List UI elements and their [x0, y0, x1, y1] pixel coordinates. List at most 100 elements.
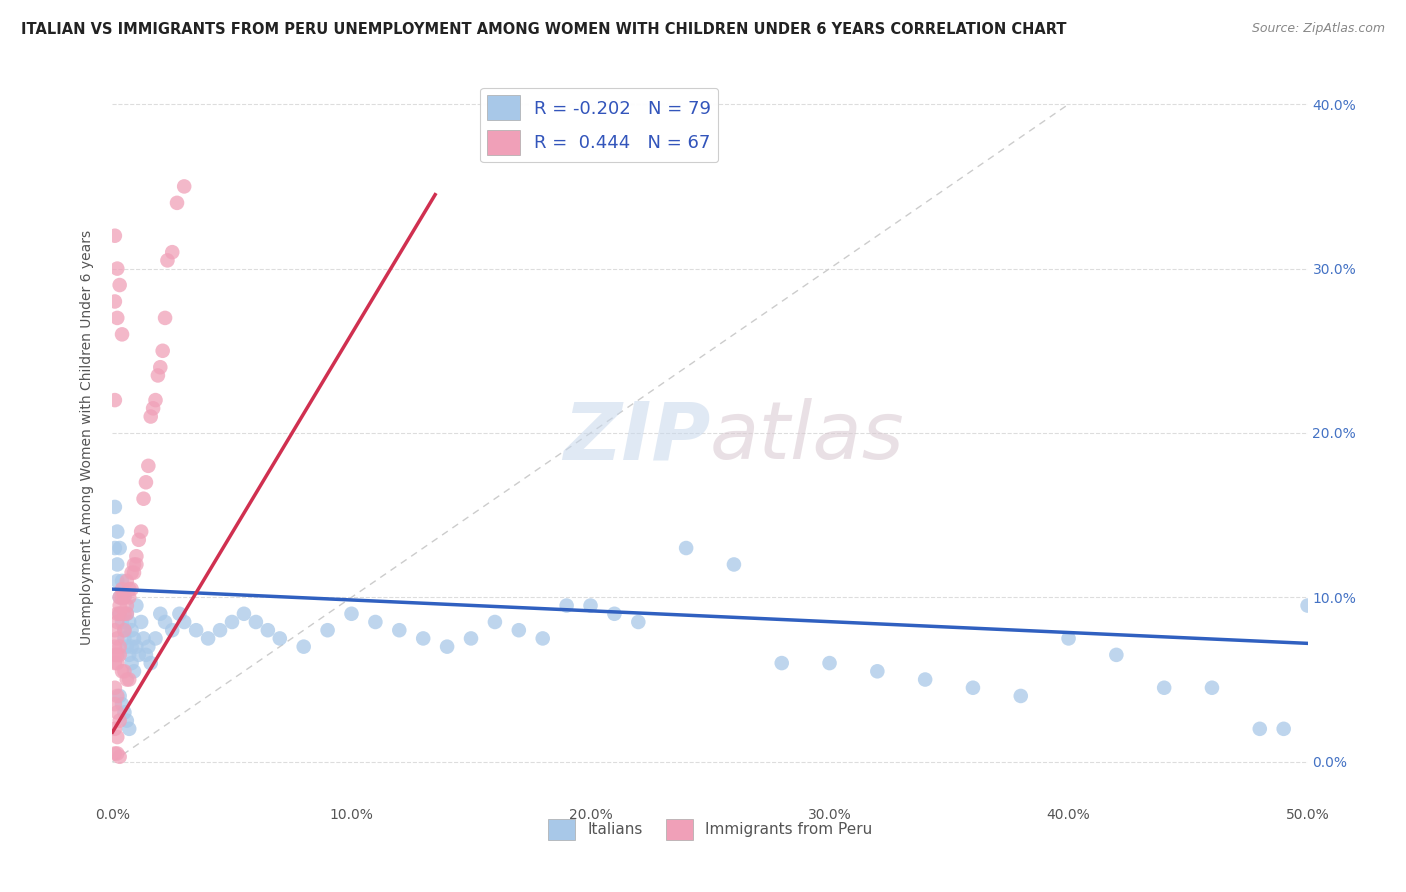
- Point: [104, 228, 127, 243]
- Point: [139, 409, 162, 424]
- Point: [1296, 599, 1319, 613]
- Point: [105, 615, 128, 629]
- Point: [114, 632, 135, 646]
- Point: [108, 541, 131, 555]
- Point: [114, 591, 135, 605]
- Point: [111, 615, 134, 629]
- Point: [121, 656, 143, 670]
- Point: [128, 648, 150, 662]
- Point: [316, 624, 339, 638]
- Point: [186, 624, 208, 638]
- Point: [114, 624, 135, 638]
- Point: [138, 640, 160, 654]
- Point: [292, 640, 315, 654]
- Point: [115, 673, 138, 687]
- Point: [125, 599, 148, 613]
- Point: [1201, 681, 1223, 695]
- Point: [579, 599, 602, 613]
- Point: [269, 632, 291, 646]
- Point: [104, 393, 127, 408]
- Point: [105, 656, 128, 670]
- Point: [770, 656, 793, 670]
- Point: [245, 615, 267, 629]
- Point: [108, 749, 131, 764]
- Point: [105, 310, 128, 325]
- Point: [145, 393, 167, 408]
- Point: [118, 673, 141, 687]
- Point: [914, 673, 936, 687]
- Point: [104, 697, 127, 711]
- Point: [105, 648, 128, 662]
- Text: ZIP: ZIP: [562, 398, 710, 476]
- Point: [153, 615, 176, 629]
- Point: [114, 665, 135, 679]
- Point: [108, 648, 131, 662]
- Point: [122, 632, 145, 646]
- Point: [675, 541, 697, 555]
- Point: [108, 607, 131, 621]
- Point: [555, 599, 578, 613]
- Point: [132, 632, 155, 646]
- Point: [105, 558, 128, 572]
- Point: [105, 730, 128, 744]
- Point: [460, 632, 482, 646]
- Point: [105, 574, 128, 588]
- Point: [125, 558, 148, 572]
- Point: [221, 615, 243, 629]
- Point: [104, 656, 127, 670]
- Point: [105, 632, 128, 646]
- Point: [135, 648, 157, 662]
- Point: [111, 574, 134, 588]
- Point: [257, 624, 280, 638]
- Point: [121, 582, 143, 596]
- Point: [108, 607, 131, 621]
- Point: [115, 574, 138, 588]
- Point: [105, 706, 128, 720]
- Point: [129, 524, 152, 539]
- Point: [166, 195, 188, 210]
- Point: [118, 722, 141, 736]
- Point: [108, 640, 131, 654]
- Point: [108, 278, 131, 293]
- Point: [962, 681, 984, 695]
- Point: [1153, 681, 1175, 695]
- Point: [1057, 632, 1080, 646]
- Point: [108, 599, 131, 613]
- Point: [508, 624, 530, 638]
- Point: [340, 607, 363, 621]
- Point: [627, 615, 650, 629]
- Point: [1272, 722, 1295, 736]
- Point: [115, 714, 138, 728]
- Point: [138, 458, 160, 473]
- Point: [115, 607, 138, 621]
- Point: [129, 615, 152, 629]
- Y-axis label: Unemployment Among Women with Children Under 6 years: Unemployment Among Women with Children U…: [80, 229, 94, 645]
- Point: [104, 541, 127, 555]
- Point: [104, 722, 127, 736]
- Point: [866, 665, 889, 679]
- Point: [104, 747, 127, 761]
- Point: [104, 648, 127, 662]
- Point: [108, 689, 131, 703]
- Point: [1105, 648, 1128, 662]
- Point: [105, 607, 128, 621]
- Text: atlas: atlas: [710, 398, 905, 476]
- Point: [149, 360, 172, 375]
- Point: [436, 640, 458, 654]
- Point: [114, 607, 135, 621]
- Point: [162, 624, 183, 638]
- Text: Source: ZipAtlas.com: Source: ZipAtlas.com: [1251, 22, 1385, 36]
- Point: [122, 665, 145, 679]
- Point: [115, 599, 138, 613]
- Point: [146, 368, 169, 383]
- Point: [162, 245, 183, 260]
- Point: [114, 591, 135, 605]
- Point: [118, 648, 141, 662]
- Point: [145, 632, 167, 646]
- Point: [149, 607, 172, 621]
- Point: [173, 179, 195, 194]
- Point: [484, 615, 506, 629]
- Point: [122, 558, 145, 572]
- Point: [104, 681, 127, 695]
- Point: [105, 747, 128, 761]
